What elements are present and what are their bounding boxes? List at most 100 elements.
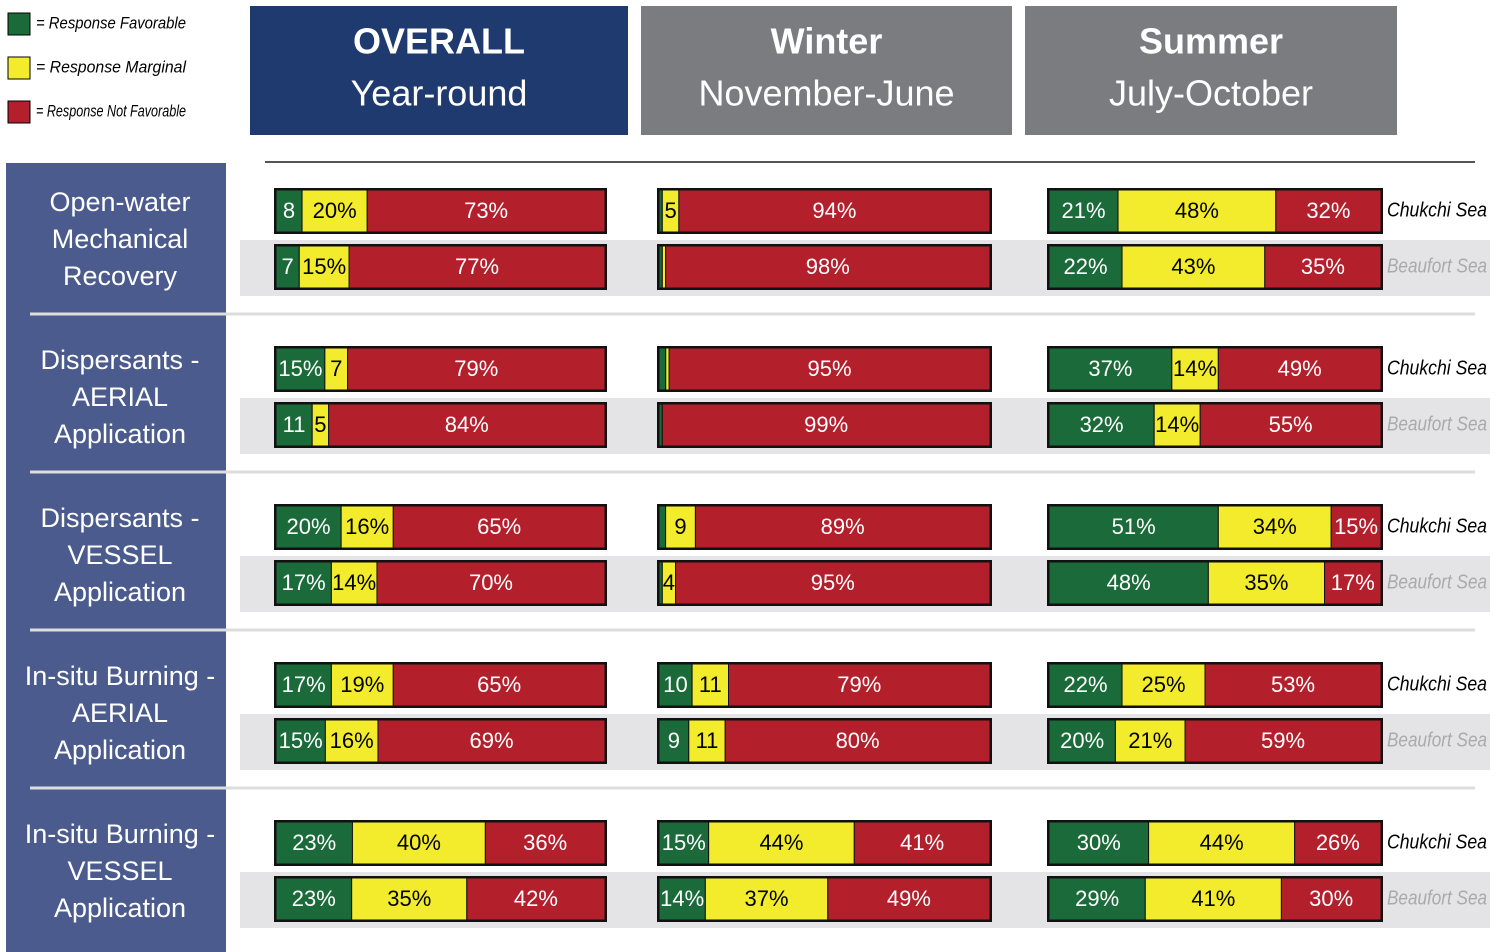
row-label: AERIAL xyxy=(72,698,168,728)
bar-label: 22% xyxy=(1063,254,1107,279)
bar-label: 15% xyxy=(1334,514,1378,539)
sea-label: Chukchi Sea xyxy=(1387,673,1487,695)
bar-label: 23% xyxy=(292,886,336,911)
bar-label: 7 xyxy=(330,356,342,381)
bar-label: 25% xyxy=(1142,672,1186,697)
bar-segment xyxy=(1117,189,1277,233)
bar-label: 9 xyxy=(674,514,686,539)
bar-label: 53% xyxy=(1271,672,1315,697)
column-header xyxy=(250,6,628,135)
bar-label: 40% xyxy=(397,830,441,855)
bar-label: 19% xyxy=(340,672,384,697)
bar-segment xyxy=(376,561,606,605)
bar-segment xyxy=(1199,403,1382,447)
bar-label: 59% xyxy=(1261,728,1305,753)
bar-label: 35% xyxy=(1244,570,1288,595)
legend-swatch xyxy=(7,56,31,80)
bar-segment xyxy=(377,719,606,763)
row-label: Application xyxy=(54,893,186,923)
bar-segment xyxy=(658,877,706,921)
bar-segment xyxy=(704,877,829,921)
bar-label: 70% xyxy=(469,570,513,595)
bar-segment xyxy=(1324,561,1382,605)
bar-label: 4 xyxy=(663,570,675,595)
bar-segment xyxy=(301,189,368,233)
bar-label: 48% xyxy=(1175,198,1219,223)
bar-label: 73% xyxy=(464,198,508,223)
bar-segment xyxy=(1294,821,1382,865)
bar-segment xyxy=(347,347,606,391)
column-title: Summer xyxy=(1139,21,1283,62)
bar-label: 30% xyxy=(1077,830,1121,855)
bar-segment xyxy=(1207,561,1326,605)
bar-label: 15% xyxy=(279,728,323,753)
bar-label: 22% xyxy=(1063,672,1107,697)
row-label: Dispersants - xyxy=(40,503,199,533)
row-label: Open-water xyxy=(49,187,190,217)
bar-label: 16% xyxy=(330,728,374,753)
bar-label: 84% xyxy=(445,412,489,437)
bar-label: 65% xyxy=(477,514,521,539)
bar-segment xyxy=(1264,245,1382,289)
bar-label: 95% xyxy=(808,356,852,381)
bar-label: 36% xyxy=(523,830,567,855)
bar-segment xyxy=(1121,245,1266,289)
bar-segment xyxy=(1280,877,1382,921)
bar-label: 21% xyxy=(1128,728,1172,753)
bar-label: 15% xyxy=(662,830,706,855)
bar-label: 16% xyxy=(345,514,389,539)
bar-segment xyxy=(298,245,350,289)
bar-segment xyxy=(275,505,342,549)
bar-segment xyxy=(1048,821,1150,865)
bar-segment xyxy=(675,561,991,605)
bar-label: 5 xyxy=(664,198,676,223)
bar-label: 10 xyxy=(663,672,687,697)
sea-label: Beaufort Sea xyxy=(1387,729,1487,751)
bar-segment xyxy=(1217,505,1332,549)
bar-label: 99% xyxy=(804,412,848,437)
bar-label: 55% xyxy=(1269,412,1313,437)
bar-segment xyxy=(351,821,486,865)
bar-segment xyxy=(658,719,690,763)
bar-segment xyxy=(275,403,313,447)
bar-label: 8 xyxy=(283,198,295,223)
bar-label: 14% xyxy=(1155,412,1199,437)
bar-label: 37% xyxy=(745,886,789,911)
bar-label: 43% xyxy=(1171,254,1215,279)
bar-segment xyxy=(1121,663,1206,707)
bar-label: 44% xyxy=(1200,830,1244,855)
bar-label: 79% xyxy=(454,356,498,381)
sea-label: Beaufort Sea xyxy=(1387,571,1487,593)
bar-segment xyxy=(691,663,730,707)
bar-segment xyxy=(1048,877,1146,921)
bar-segment xyxy=(658,821,710,865)
bar-segment xyxy=(1048,561,1209,605)
column-subtitle: Year-round xyxy=(351,73,528,114)
bar-label: 32% xyxy=(1080,412,1124,437)
bar-segment xyxy=(665,245,991,289)
row-label: Recovery xyxy=(63,261,178,291)
bar-label: 48% xyxy=(1107,570,1151,595)
bar-label: 42% xyxy=(514,886,558,911)
bar-segment xyxy=(1048,505,1219,549)
row-label: Application xyxy=(54,419,186,449)
bar-segment xyxy=(1048,403,1155,447)
bar-label: 98% xyxy=(806,254,850,279)
sea-label: Beaufort Sea xyxy=(1387,887,1487,909)
bar-label: 37% xyxy=(1088,356,1132,381)
bar-segment xyxy=(330,663,394,707)
bar-segment xyxy=(1171,347,1219,391)
bar-label: 41% xyxy=(900,830,944,855)
row-label: Dispersants - xyxy=(40,345,199,375)
bar-segment xyxy=(340,505,394,549)
bar-segment xyxy=(665,347,670,391)
column-header xyxy=(1025,6,1397,135)
bar-label: 20% xyxy=(313,198,357,223)
row-label: VESSEL xyxy=(67,540,172,570)
bar-label: 65% xyxy=(477,672,521,697)
sea-label: Chukchi Sea xyxy=(1387,357,1487,379)
row-label: In-situ Burning - xyxy=(25,819,216,849)
bar-segment xyxy=(1275,189,1382,233)
bar-segment xyxy=(1330,505,1382,549)
